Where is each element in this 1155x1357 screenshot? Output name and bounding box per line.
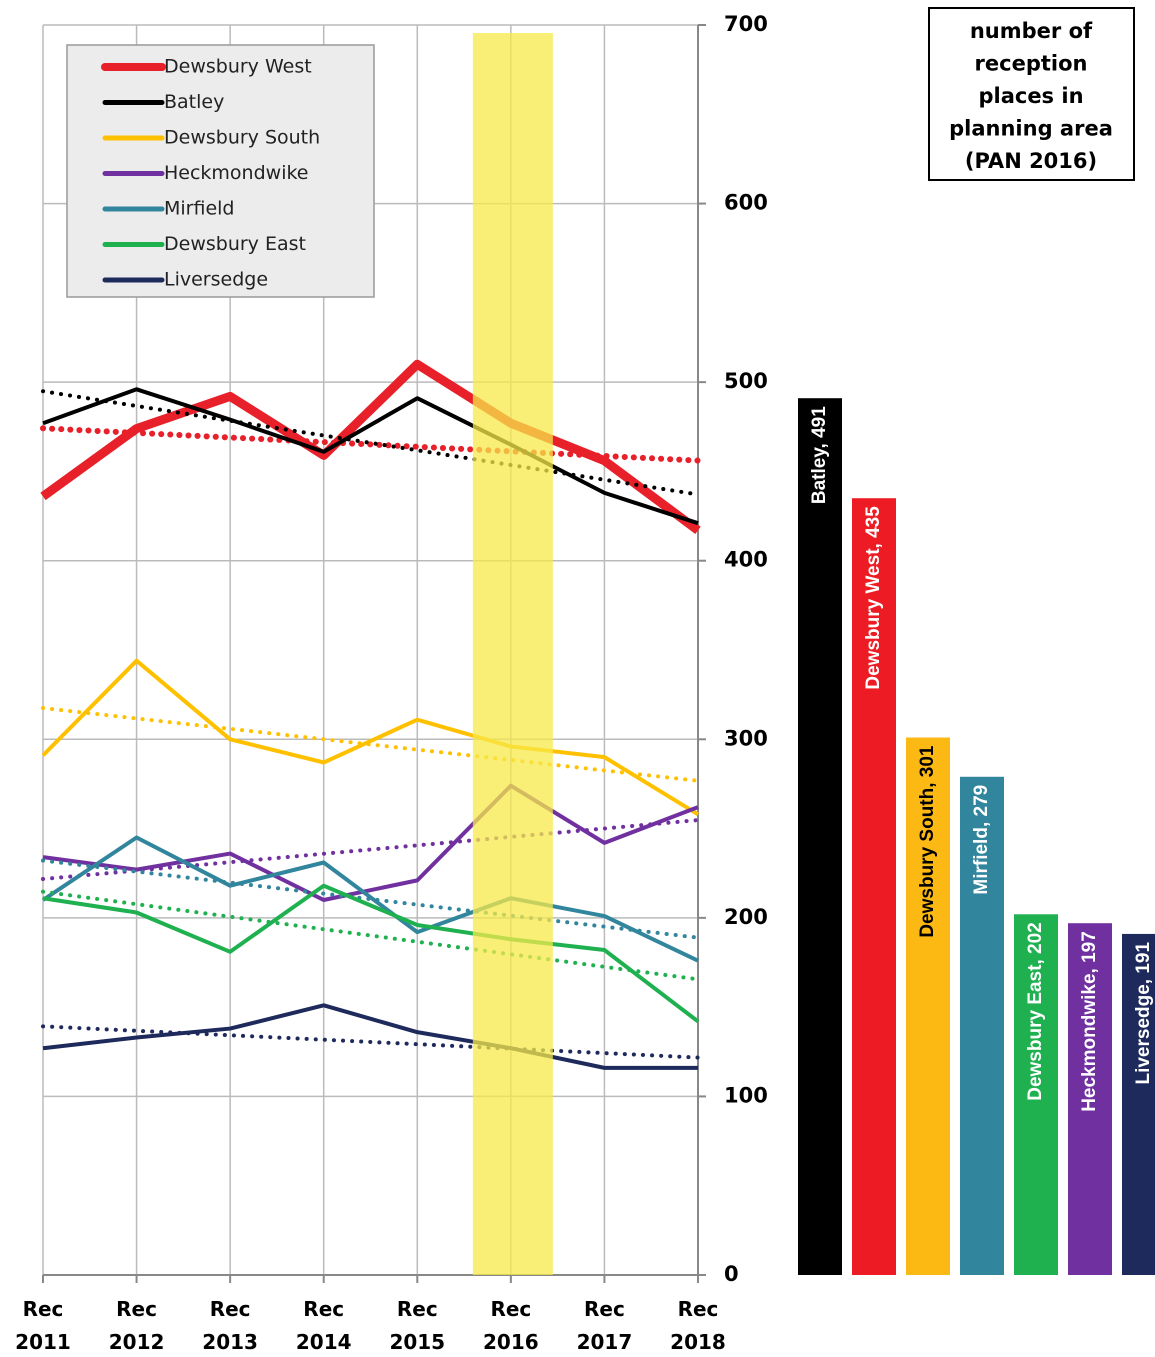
annotation-text: reception [975, 52, 1088, 76]
bar-label: Mirfield, 279 [971, 785, 992, 895]
legend-label: Dewsbury South [164, 127, 320, 149]
x-tick-label: Rec 2017 [577, 1297, 633, 1354]
bar [798, 398, 842, 1275]
series-line [42, 883, 700, 1024]
bar-label: Heckmondwike, 197 [1079, 931, 1100, 1112]
bar [852, 498, 896, 1275]
y-tick-label: 600 [724, 191, 768, 215]
bar-label: Batley, 491 [809, 406, 830, 504]
y-tick-label: 0 [724, 1262, 739, 1286]
x-tick-label: Rec 2011 [15, 1297, 71, 1354]
bar [906, 737, 950, 1275]
trend-line [41, 1024, 700, 1060]
bar [1014, 914, 1058, 1275]
annotation-text: number of [970, 19, 1093, 43]
trend-line [41, 889, 700, 982]
y-tick-label: 400 [724, 548, 768, 572]
annotation-text: (PAN 2016) [965, 149, 1097, 173]
legend-label: Liversedge [164, 269, 268, 291]
trend-line [41, 818, 700, 882]
annotation-text: planning area [949, 117, 1113, 141]
legend-label: Batley [164, 91, 224, 113]
series-line [42, 783, 699, 902]
x-tick-label: Rec 2018 [670, 1297, 726, 1354]
legend-label: Heckmondwike [164, 162, 309, 184]
y-tick-label: 100 [724, 1083, 768, 1107]
trend-line [41, 858, 700, 940]
legend-label: Dewsbury West [164, 56, 312, 78]
y-tick-label: 700 [724, 12, 768, 36]
series-line [42, 1003, 698, 1070]
annotation-box [928, 7, 1135, 181]
series-line [41, 835, 699, 963]
x-tick-label: Rec 2015 [389, 1297, 445, 1354]
trend-line [40, 425, 701, 464]
trend-line [41, 389, 700, 497]
bar [1122, 933, 1155, 1275]
x-tick-label: Rec 2016 [483, 1297, 539, 1354]
y-tick-label: 300 [724, 726, 768, 750]
bar-label: Dewsbury East, 202 [1025, 922, 1046, 1100]
highlight-band [472, 33, 553, 1275]
y-tick-label: 500 [724, 369, 768, 393]
series-line [42, 387, 699, 526]
bar [960, 776, 1004, 1275]
x-tick-label: Rec 2014 [296, 1297, 352, 1354]
bar [1068, 923, 1112, 1275]
x-tick-label: Rec 2013 [202, 1297, 258, 1354]
x-tick-label: Rec 2012 [109, 1297, 165, 1354]
trend-line [41, 706, 700, 783]
bar-label: Dewsbury West, 435 [863, 506, 884, 690]
bar-label: Dewsbury South, 301 [917, 745, 938, 938]
legend-label: Mirfield [164, 198, 234, 220]
bar-label: Liversedge, 191 [1133, 942, 1154, 1085]
y-tick-label: 200 [724, 905, 768, 929]
series-line [41, 658, 700, 816]
legend-label: Dewsbury East [164, 233, 306, 255]
annotation-text: places in [978, 84, 1083, 108]
